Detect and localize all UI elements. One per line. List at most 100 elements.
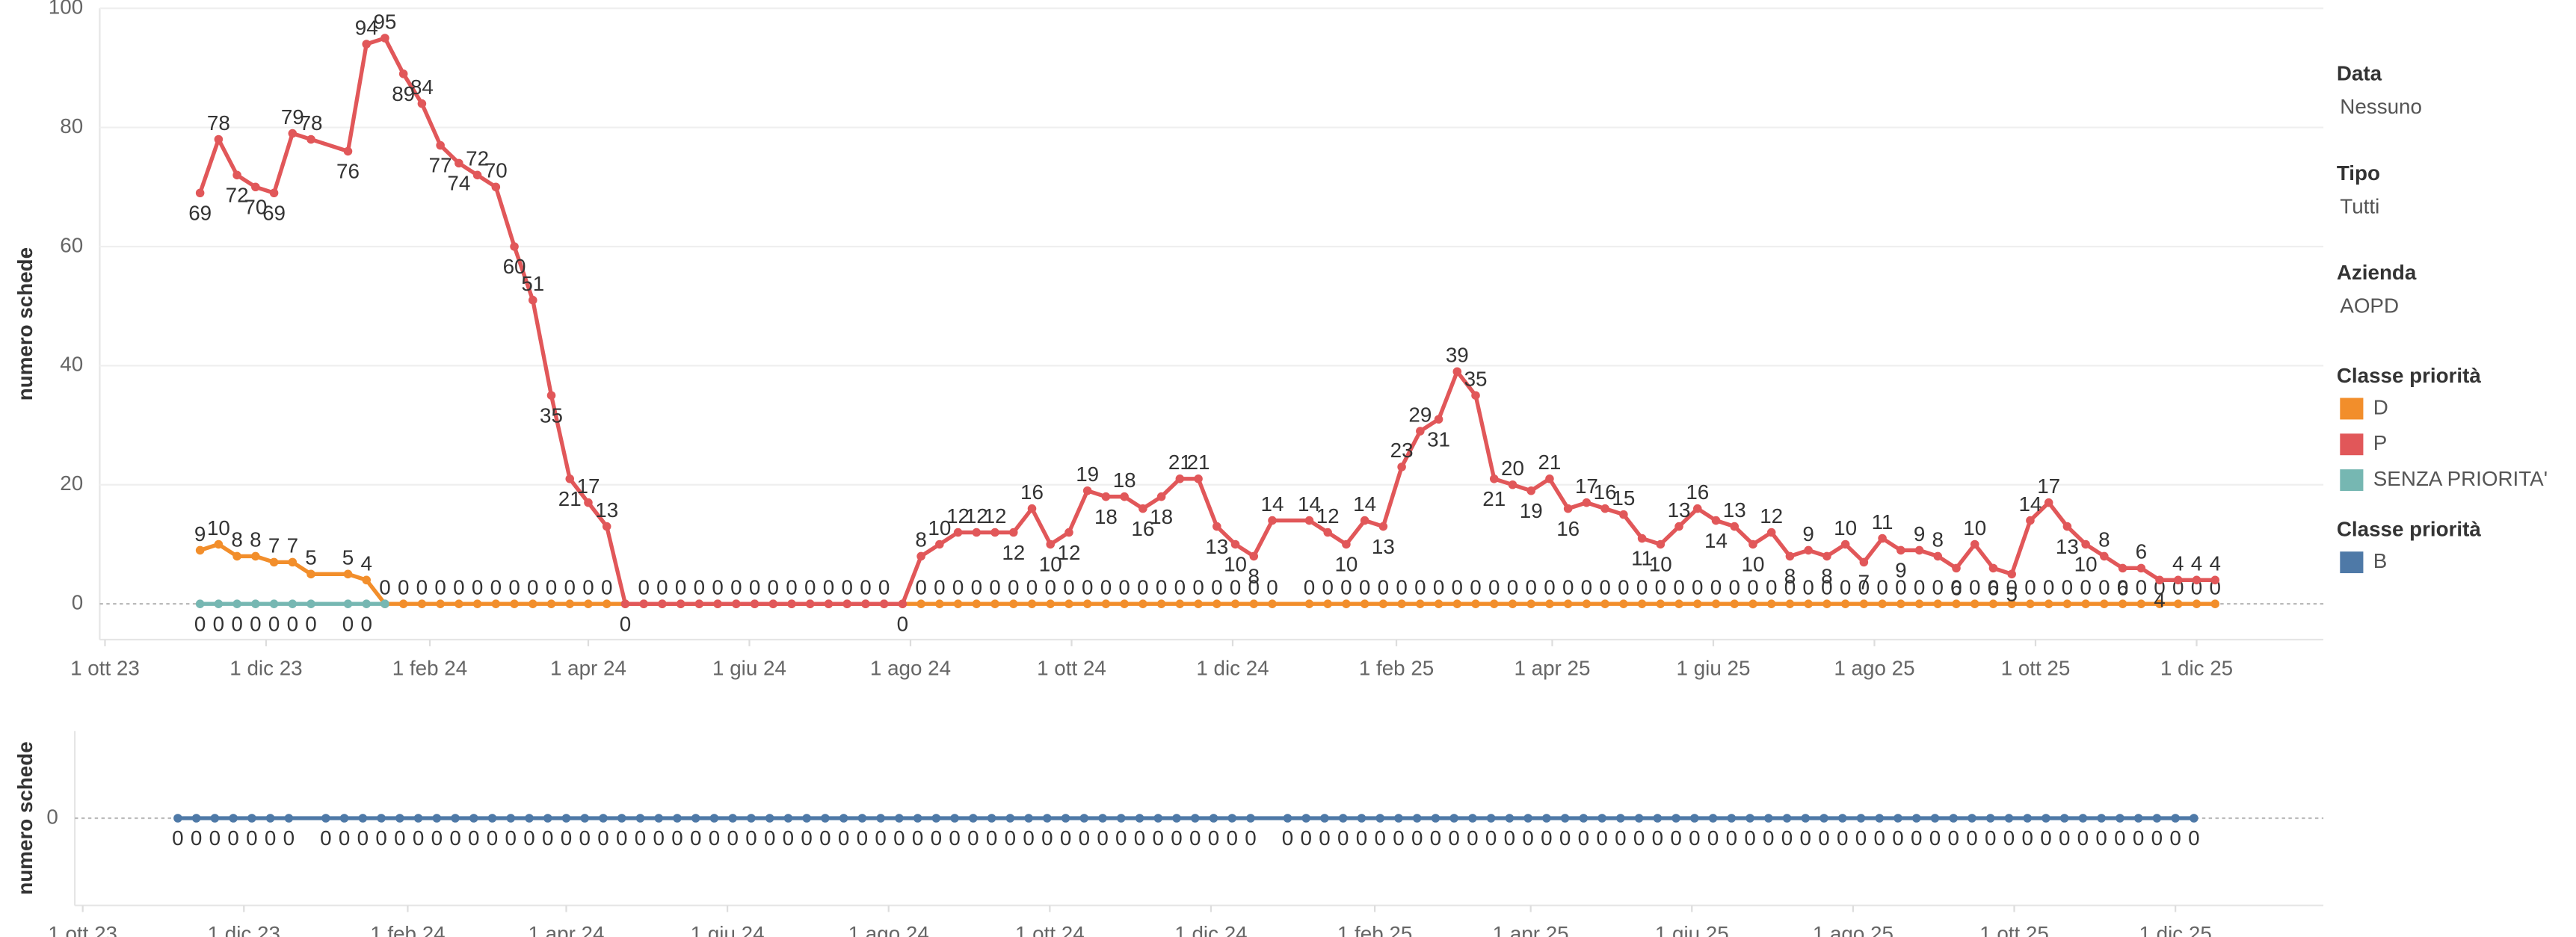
- data-label: 0: [1063, 576, 1074, 599]
- data-label: 5: [2006, 583, 2017, 606]
- point: [362, 575, 371, 585]
- point: [343, 146, 353, 156]
- data-label: 0: [2188, 826, 2199, 850]
- data-label: 0: [265, 826, 276, 850]
- data-label: 0: [1171, 826, 1182, 850]
- point: [2059, 814, 2069, 823]
- point: [1046, 539, 1056, 549]
- point: [1360, 516, 1369, 525]
- data-label: 12: [1002, 541, 1025, 564]
- data-label: 0: [1452, 576, 1463, 599]
- data-label: 0: [542, 826, 553, 850]
- point: [1008, 528, 1018, 537]
- x-tick-label: 1 ott 25: [1979, 922, 2049, 937]
- data-label: 0: [893, 826, 905, 850]
- point: [472, 170, 482, 180]
- data-label: 10: [1649, 553, 1672, 576]
- point: [1875, 814, 1885, 823]
- point: [857, 814, 867, 823]
- y-tick-label: 0: [46, 805, 58, 828]
- data-label: 0: [194, 612, 206, 635]
- point: [935, 539, 944, 549]
- data-label: 8: [915, 528, 926, 551]
- data-label: 0: [1211, 576, 1222, 599]
- data-label: 10: [1039, 553, 1062, 576]
- point: [417, 99, 427, 108]
- point: [1968, 814, 1976, 823]
- data-label: 0: [1174, 576, 1186, 599]
- data-label: 17: [577, 474, 600, 498]
- data-label: 0: [1781, 826, 1793, 850]
- point: [1117, 814, 1126, 823]
- point: [1320, 814, 1329, 823]
- data-label: 0: [745, 826, 757, 850]
- data-label: 0: [1578, 826, 1589, 850]
- data-label: 0: [2169, 826, 2181, 850]
- data-label: 5: [342, 546, 354, 569]
- data-label: 0: [1060, 826, 1071, 850]
- point: [284, 814, 294, 823]
- data-label: 0: [1744, 826, 1755, 850]
- point: [1730, 599, 1740, 608]
- point: [2100, 599, 2109, 608]
- point: [1431, 814, 1440, 823]
- data-label: 10: [1334, 553, 1358, 576]
- point: [1008, 599, 1018, 608]
- y-tick-label: 20: [60, 471, 83, 495]
- point: [543, 814, 552, 823]
- data-label: 0: [1470, 576, 1481, 599]
- point: [1711, 599, 1721, 608]
- data-label: 0: [671, 826, 682, 850]
- point: [953, 528, 963, 537]
- data-label: 10: [928, 516, 951, 539]
- data-label: 0: [912, 826, 923, 850]
- data-label: 13: [2056, 535, 2079, 558]
- point: [358, 814, 368, 823]
- data-label: 0: [360, 612, 372, 635]
- data-label: 0: [339, 826, 350, 850]
- data-label: 0: [434, 576, 446, 599]
- data-label: 0: [1821, 576, 1832, 599]
- data-label: 0: [1100, 576, 1112, 599]
- data-label: 11: [1872, 510, 1894, 534]
- point: [1471, 391, 1480, 401]
- data-label: 0: [694, 576, 705, 599]
- data-label: 0: [246, 826, 257, 850]
- point: [599, 814, 608, 823]
- y-tick-label: 80: [60, 114, 83, 137]
- data-label: 0: [468, 826, 479, 850]
- point: [1600, 504, 1609, 513]
- point: [436, 140, 445, 150]
- point: [842, 599, 851, 608]
- data-label: 0: [1914, 576, 1925, 599]
- point: [1378, 522, 1388, 531]
- point: [1304, 516, 1314, 525]
- point: [1338, 814, 1348, 823]
- data-label: 0: [1337, 826, 1349, 850]
- point: [895, 814, 904, 823]
- point: [1952, 563, 1961, 573]
- point: [821, 814, 830, 823]
- point: [805, 599, 815, 608]
- point: [1856, 814, 1866, 823]
- point: [1896, 545, 1905, 555]
- data-label: 0: [213, 612, 224, 635]
- point: [1101, 599, 1111, 608]
- data-label: 9: [1895, 559, 1906, 582]
- data-label: 0: [1041, 826, 1053, 850]
- point: [1637, 534, 1647, 543]
- data-label: 0: [897, 612, 908, 635]
- data-label: 0: [1840, 576, 1851, 599]
- data-label: 21: [1168, 451, 1192, 474]
- data-label: 0: [2133, 826, 2144, 850]
- data-label: 29: [1408, 403, 1432, 426]
- point: [1452, 599, 1462, 608]
- data-label: 0: [342, 612, 354, 635]
- point: [487, 814, 497, 823]
- point: [953, 599, 963, 608]
- point: [1764, 814, 1773, 823]
- data-label: 9: [194, 522, 206, 545]
- point: [251, 551, 260, 561]
- data-label: 12: [965, 504, 988, 528]
- point: [1027, 504, 1037, 513]
